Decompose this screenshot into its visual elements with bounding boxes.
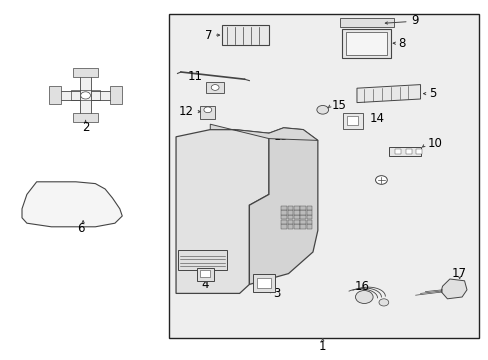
Bar xyxy=(394,149,400,154)
Polygon shape xyxy=(176,130,268,293)
Bar xyxy=(287,220,293,224)
Text: 14: 14 xyxy=(368,112,384,125)
Bar xyxy=(71,90,100,100)
Bar xyxy=(300,215,305,219)
Bar xyxy=(168,14,478,338)
Bar xyxy=(287,224,293,229)
Bar xyxy=(346,32,386,55)
Bar xyxy=(339,18,393,27)
Bar xyxy=(306,206,312,210)
Text: 5: 5 xyxy=(428,87,436,100)
Text: 15: 15 xyxy=(331,99,346,112)
Bar xyxy=(300,220,305,224)
Bar xyxy=(293,220,299,224)
Polygon shape xyxy=(22,182,122,227)
Bar xyxy=(415,149,421,154)
Text: 13: 13 xyxy=(273,130,288,143)
Bar xyxy=(346,116,357,125)
Circle shape xyxy=(294,135,306,144)
Bar xyxy=(253,274,274,292)
Bar xyxy=(200,270,210,277)
Circle shape xyxy=(81,92,90,99)
Bar xyxy=(222,25,268,45)
Text: 8: 8 xyxy=(398,37,405,50)
Bar xyxy=(281,206,286,210)
Bar xyxy=(178,250,227,270)
Bar xyxy=(405,149,411,154)
Bar xyxy=(196,268,214,281)
Text: 1: 1 xyxy=(318,340,326,353)
Text: 6: 6 xyxy=(77,222,84,235)
Bar xyxy=(293,206,299,210)
Bar xyxy=(281,220,286,224)
Text: 9: 9 xyxy=(410,14,417,27)
Bar xyxy=(306,215,312,219)
Polygon shape xyxy=(440,279,466,299)
Circle shape xyxy=(378,299,388,306)
Bar xyxy=(73,68,98,77)
Bar xyxy=(342,29,390,58)
Circle shape xyxy=(375,176,386,184)
Bar xyxy=(257,278,270,288)
Text: 4: 4 xyxy=(201,278,209,291)
Bar xyxy=(300,206,305,210)
Text: 7: 7 xyxy=(205,28,212,42)
Polygon shape xyxy=(249,128,317,284)
Bar xyxy=(281,215,286,219)
Circle shape xyxy=(203,107,211,113)
Bar xyxy=(388,147,420,156)
Bar xyxy=(287,215,293,219)
Text: 10: 10 xyxy=(427,137,442,150)
Bar xyxy=(206,82,224,93)
Polygon shape xyxy=(210,124,317,140)
Bar xyxy=(306,220,312,224)
Polygon shape xyxy=(356,85,420,103)
Bar xyxy=(293,224,299,229)
Bar xyxy=(287,210,293,215)
Text: 3: 3 xyxy=(272,287,280,300)
Bar xyxy=(343,113,362,129)
Bar xyxy=(300,210,305,215)
Bar xyxy=(110,86,122,104)
Bar xyxy=(281,224,286,229)
Bar xyxy=(293,215,299,219)
Text: 2: 2 xyxy=(81,121,89,134)
Bar xyxy=(281,210,286,215)
Bar xyxy=(306,224,312,229)
Bar xyxy=(200,106,215,119)
Circle shape xyxy=(355,291,372,303)
Text: 17: 17 xyxy=(451,267,466,280)
Bar xyxy=(306,210,312,215)
Text: 11: 11 xyxy=(187,70,203,83)
Bar xyxy=(49,86,61,104)
Bar xyxy=(293,210,299,215)
Bar xyxy=(300,224,305,229)
Text: 12: 12 xyxy=(179,105,194,118)
Text: 16: 16 xyxy=(354,280,368,293)
Bar xyxy=(287,206,293,210)
Bar xyxy=(80,72,91,119)
Circle shape xyxy=(211,85,219,90)
Bar xyxy=(54,91,117,100)
Bar xyxy=(73,113,98,122)
Circle shape xyxy=(316,105,328,114)
